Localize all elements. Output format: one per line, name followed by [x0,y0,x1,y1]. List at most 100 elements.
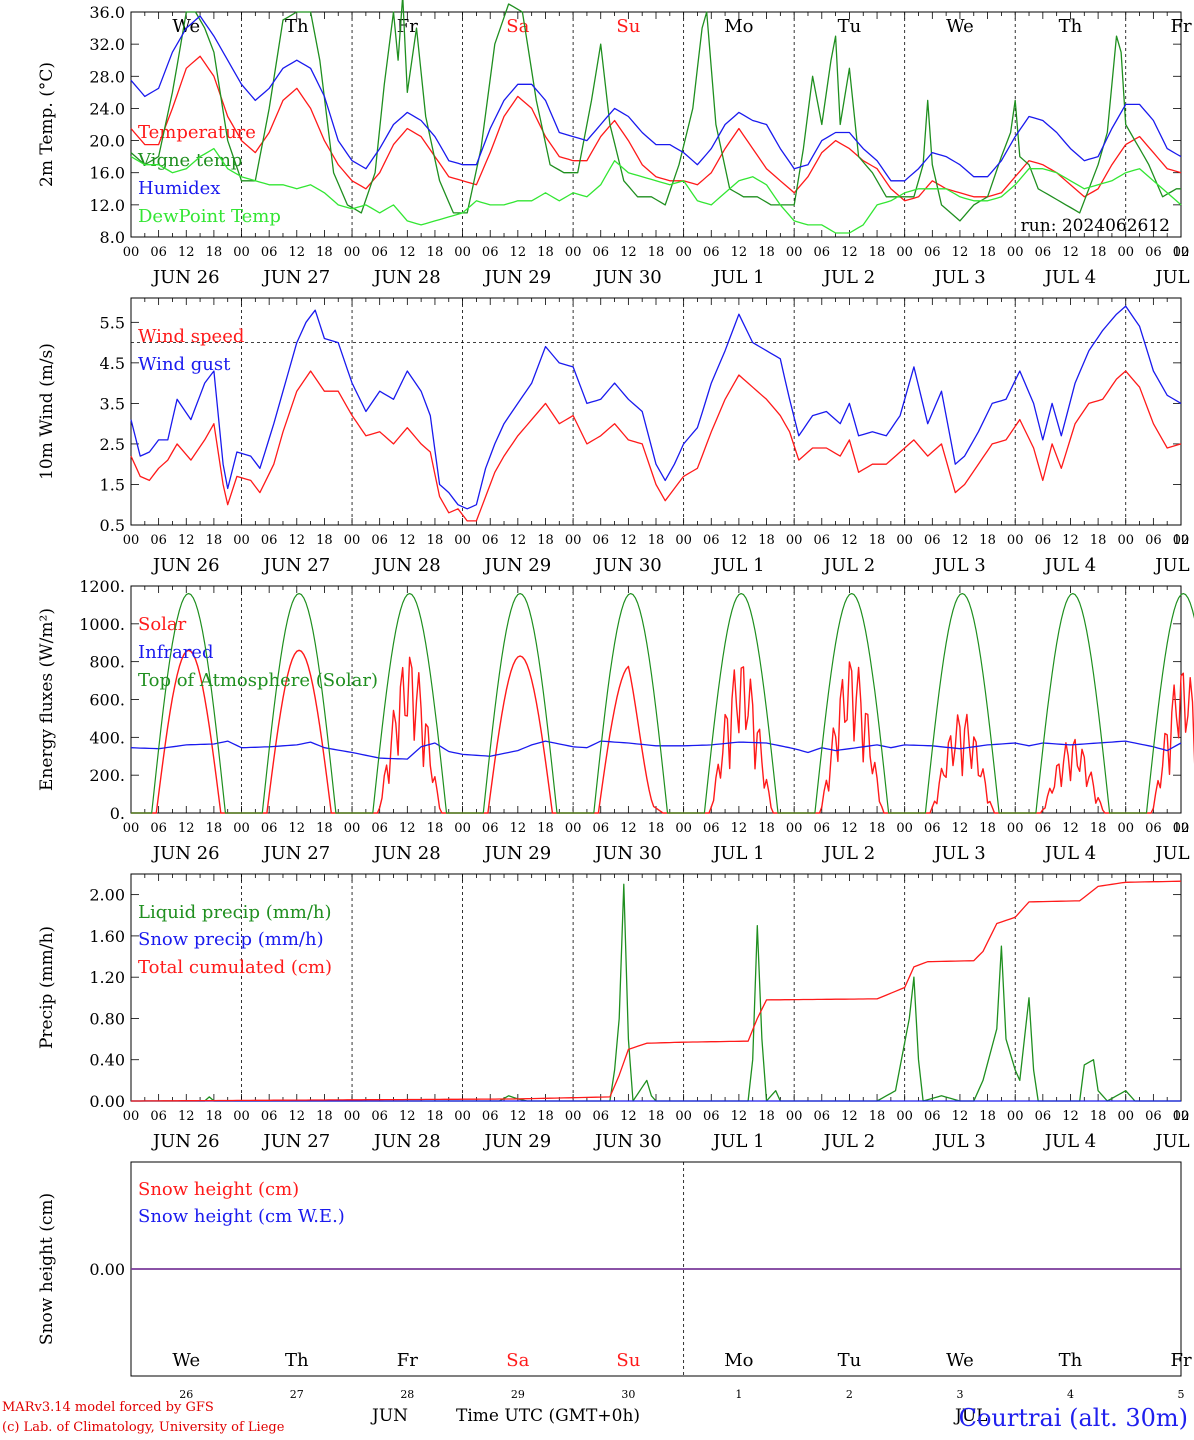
panel5-day-label: Su [616,1350,640,1371]
panel4-hour-label: 00 [1117,1109,1134,1124]
panel1-hour-label: 06 [150,245,167,260]
panel1-run-annotation: run: 2024062612 [1021,216,1170,236]
panel1-hour-label: 00 [786,245,803,260]
panel3-hour-label: 18 [648,821,665,836]
panel2-hour-label: 06 [482,533,499,548]
panel3-ylabel: Energy fluxes (W/m²) [37,608,57,791]
panel4-hour-label: 06 [482,1109,499,1124]
panel3-hour-label: 18 [537,821,554,836]
panel2-hour-label: 18 [979,533,996,548]
panel1-hour-label: 18 [537,245,554,260]
panel3-ytick-label: 1200. [79,577,125,596]
panel1-hour-label: 00 [1117,245,1134,260]
panel1-hour-label: 12 [1173,245,1190,260]
panel2-hour-label: 12 [841,533,858,548]
panel2-ytick-label: 5.5 [100,313,125,332]
panel2-ytick-label: 3.5 [100,394,125,413]
panel3-hour-label: 12 [178,821,195,836]
panel3-date-label: JUN 28 [372,843,441,864]
panel4-hour-label: 06 [1145,1109,1162,1124]
panel2-hour-label: 12 [731,533,748,548]
panel2-hour-label: 06 [1145,533,1162,548]
panel1-hour-label: 06 [371,245,388,260]
panel1-ytick-label: 8.0 [100,228,125,247]
panel1-hour-label: 00 [123,245,140,260]
panel1-series-temperature-legend: Temperature [138,122,256,143]
panel2-date-label: JUL 4 [1043,555,1097,576]
panel3-date-label: JUN 26 [151,843,220,864]
panel3-hour-label: 00 [233,821,250,836]
panel1-hour-label: 06 [1145,245,1162,260]
panel3-hour-label: 12 [620,821,637,836]
panel2-hour-label: 06 [150,533,167,548]
panel2-date-label: JUN 30 [593,555,662,576]
panel4-hour-label: 00 [565,1109,582,1124]
panel4-series-snow-precip-mm-h-legend: Snow precip (mm/h) [138,929,324,950]
panel3-ytick-label: 0. [110,804,125,823]
panel2-hour-label: 18 [758,533,775,548]
panel4-date-label: JUL 1 [711,1131,765,1152]
panel2-hour-label: 18 [1090,533,1107,548]
panel4-ytick-label: 0.80 [89,1009,125,1028]
panel4-date-label: JUN 26 [151,1131,220,1152]
panel1-date-label: JUL 5 [1153,267,1194,288]
panel2-date-label: JUL 1 [711,555,765,576]
panel4-hour-label: 00 [344,1109,361,1124]
panel3-ytick-label: 1000. [79,615,125,634]
day-number: 2 [846,1388,853,1401]
panel4-hour-label: 12 [731,1109,748,1124]
panel1-series-dewpoint-temp-legend: DewPoint Temp [138,206,281,227]
panel4-hour-label: 12 [620,1109,637,1124]
panel2-hour-label: 00 [454,533,471,548]
panel2-hour-label: 12 [399,533,416,548]
panel3-date-label: JUL 3 [932,843,986,864]
panel1-hour-label: 00 [454,245,471,260]
panel1-hour-label: 12 [841,245,858,260]
panel1-ytick-label: 16.0 [89,164,125,183]
panel4-hour-label: 00 [233,1109,250,1124]
panel4-hour-label: 12 [952,1109,969,1124]
panel1-hour-label: 06 [703,245,720,260]
panel2-hour-label: 00 [123,533,140,548]
model-credit: MARv3.14 model forced by GFS [2,1400,214,1415]
panel1-date-label: JUN 30 [593,267,662,288]
panel4-hour-label: 12 [399,1109,416,1124]
day-number: 27 [290,1388,304,1401]
panel3-hour-label: 18 [427,821,444,836]
panel1-series-humidex [130,15,1182,182]
panel3-hour-label: 18 [758,821,775,836]
panel1-hour-label: 06 [592,245,609,260]
panel2-hour-label: 18 [648,533,665,548]
panel4-hour-label: 06 [703,1109,720,1124]
panel2-hour-label: 00 [1173,533,1190,548]
panel1-ytick-label: 20.0 [89,132,125,151]
panel1-hour-label: 18 [316,245,333,260]
panel2-ytick-label: 1.5 [100,475,125,494]
panel1-hour-label: 12 [289,245,306,260]
panel4-hour-label: 00 [123,1109,140,1124]
panel2-date-label: JUL 3 [932,555,986,576]
panel1-day-label: Th [285,16,309,37]
panel1-hour-label: 00 [233,245,250,260]
panel4-ytick-label: 2.00 [89,886,125,905]
panel1-hour-label: 18 [1090,245,1107,260]
panel2-date-label: JUN 27 [261,555,330,576]
lab-credit: (c) Lab. of Climatology, University of L… [2,1420,285,1435]
panel3-ytick-label: 800. [89,653,125,672]
panel2-series-wind-speed [130,370,1182,522]
panel1-date-label: JUL 2 [822,267,876,288]
panel5-ylabel: Snow height (cm) [37,1193,57,1345]
panel3-hour-label: 18 [979,821,996,836]
panel1-day-label: We [946,16,974,37]
panel1-day-label: Su [616,16,640,37]
panel5-series-snow-height-cm-legend: Snow height (cm) [138,1179,299,1200]
panel4-date-label: JUL 4 [1043,1131,1097,1152]
panel3-ytick-label: 600. [89,691,125,710]
panel5-day-label: Sa [506,1350,529,1371]
panel2-hour-label: 18 [869,533,886,548]
panel1-day-label: Mo [724,16,753,37]
panel3-hour-label: 06 [1145,821,1162,836]
panel1-hour-label: 00 [1173,245,1190,260]
panel4-hour-label: 18 [316,1109,333,1124]
panel2-date-label: JUN 28 [372,555,441,576]
